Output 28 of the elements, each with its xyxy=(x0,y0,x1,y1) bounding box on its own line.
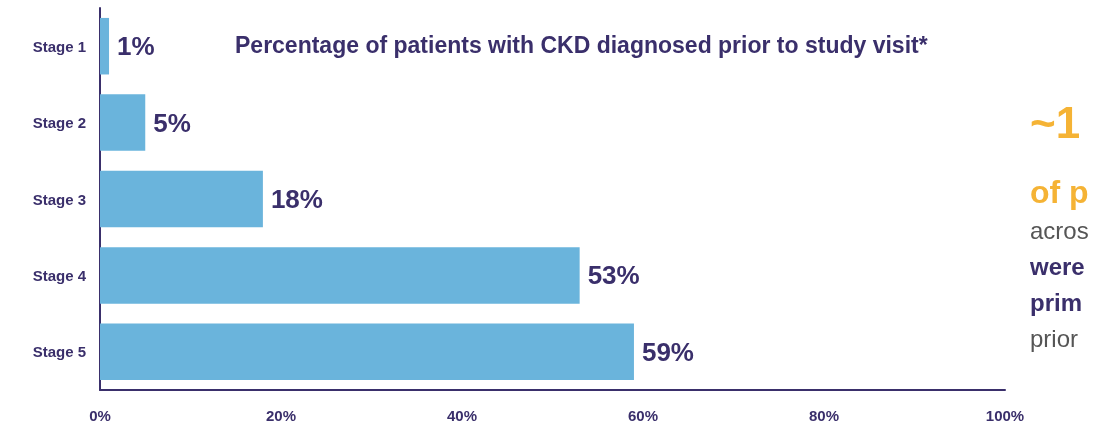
text: Percentage of patients with CKD diagnosed prior to study visit* xyxy=(235,31,928,58)
data-label: 53% xyxy=(587,260,640,291)
y-tick-label: Stage 1 xyxy=(32,37,86,55)
bar xyxy=(100,17,110,75)
bar xyxy=(100,323,634,381)
y-tick-label: Stage 5 xyxy=(32,343,86,361)
x-tick-label: 80% xyxy=(808,407,840,424)
bar xyxy=(100,170,263,228)
y-tick-label: Stage 3 xyxy=(32,190,86,208)
x-tick-label: 20% xyxy=(265,407,297,424)
x-tick-label: 60% xyxy=(627,407,659,424)
text: prior xyxy=(1030,324,1079,352)
bar xyxy=(100,247,580,304)
text: acros xyxy=(1030,216,1089,244)
text: of p xyxy=(1030,174,1089,210)
data-label: 18% xyxy=(270,184,323,214)
x-tick-label: 40% xyxy=(446,407,478,424)
text: were xyxy=(1029,252,1085,280)
y-tick-label: Stage 2 xyxy=(32,114,86,132)
x-tick-label: 0% xyxy=(89,407,111,424)
data-label: 59% xyxy=(641,336,694,367)
bar xyxy=(100,94,146,151)
data-label: 5% xyxy=(153,107,191,138)
text: prim xyxy=(1030,288,1083,316)
x-tick-label: 100% xyxy=(985,407,1025,424)
y-tick-label: Stage 4 xyxy=(32,266,87,284)
data-label: 1% xyxy=(117,31,155,62)
text: ~1 xyxy=(1030,97,1081,147)
